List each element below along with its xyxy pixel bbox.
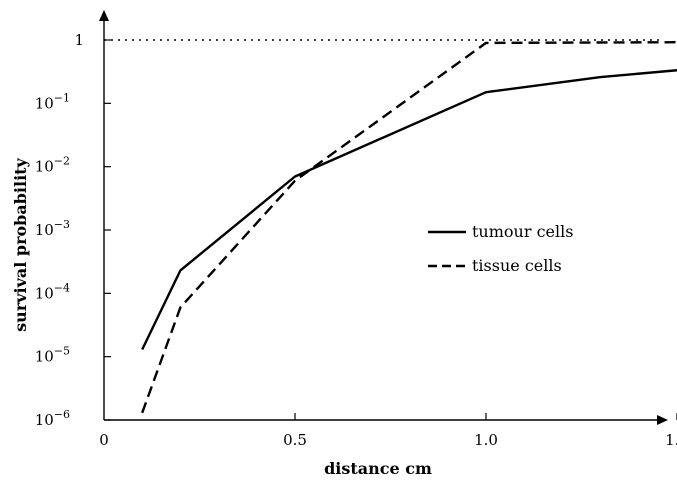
series-line-tissue-cells [141, 41, 677, 414]
y-axis-title: survival probability [11, 157, 30, 331]
y-tick-label: 10−3 [35, 218, 70, 239]
series-group [141, 41, 677, 414]
x-tick-label: 0.5 [283, 431, 307, 449]
legend-label: tissue cells [472, 256, 562, 275]
y-axis-arrowhead [99, 10, 109, 21]
axes [99, 10, 668, 425]
y-tick-label: 10−4 [35, 281, 70, 302]
y-tick-label: 10−1 [35, 91, 70, 112]
legend: tumour cells tissue cells [428, 222, 573, 275]
x-axis-title: distance cm [324, 459, 432, 478]
y-tick-label: 10−6 [35, 408, 70, 429]
legend-label: tumour cells [472, 222, 573, 241]
ticks-group: 00.51.01.52.02.5110−110−210−310−410−510−… [35, 31, 677, 449]
y-tick-label: 1 [74, 31, 84, 49]
y-tick-label: 10−5 [35, 345, 70, 366]
y-tick-label: 10−2 [35, 155, 70, 176]
x-tick-label: 1.0 [474, 431, 498, 449]
x-tick-label: 1.5 [665, 431, 677, 449]
x-tick-label: 0 [99, 431, 109, 449]
series-line-tumour-cells [141, 69, 677, 351]
x-axis-arrowhead [657, 415, 668, 425]
